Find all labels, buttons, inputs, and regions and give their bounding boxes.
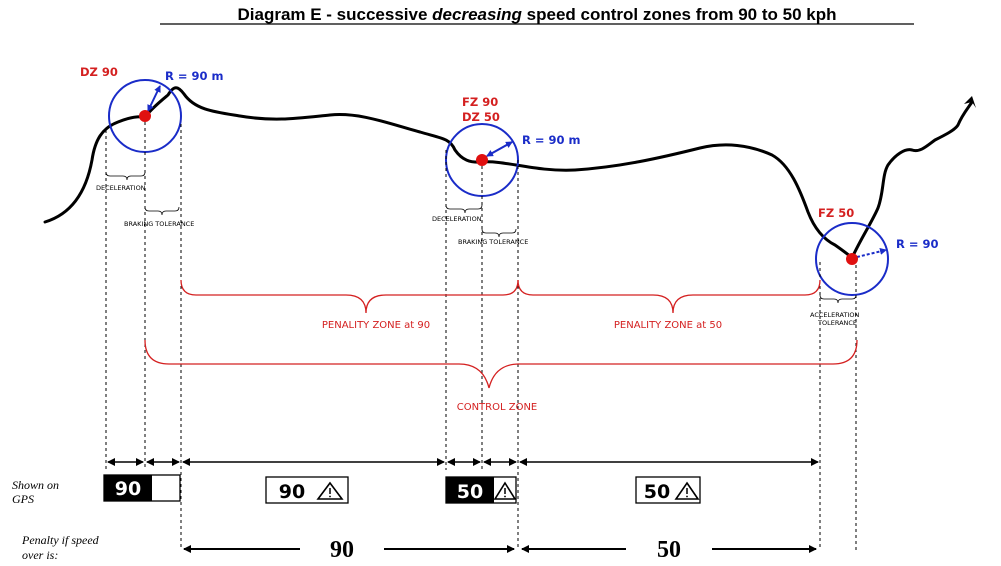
penalty-value-90: 90	[330, 537, 354, 563]
deceleration-label-1: DECELERATION	[96, 184, 146, 192]
gps-sign-50-warning: 50	[635, 476, 701, 504]
fz90-dz50-point	[476, 154, 488, 166]
braking-tolerance-label-1: BRAKING TOLERANCE	[124, 220, 194, 228]
radius-label-2: R = 90 m	[522, 133, 581, 147]
braking-tolerance-label-2: BRAKING TOLERANCE	[458, 238, 528, 246]
penalty-label-line2: over is:	[22, 548, 58, 562]
dz50-label: DZ 50	[462, 110, 500, 124]
radius-arrow-2	[486, 141, 513, 157]
radius-label-1: R = 90 m	[165, 69, 224, 83]
gps-sign-4-value: 50	[644, 481, 670, 503]
gps-sign-90-active: 90	[103, 474, 181, 502]
penalty-label-line1: Penalty if speed	[21, 533, 100, 547]
diagram-title: Diagram E - successive decreasing speed …	[237, 5, 836, 24]
reference-lines	[105, 122, 857, 550]
acceleration-tolerance-label-line1: ACCELERATION	[810, 311, 859, 319]
control-zone-label: CONTROL ZONE	[457, 402, 538, 413]
radius-arrow-1	[147, 85, 161, 112]
gps-label-line2: GPS	[12, 492, 34, 506]
gps-sign-2-value: 90	[279, 481, 305, 503]
gps-sign-3-value: 50	[457, 481, 483, 503]
road-end-arrow	[964, 96, 976, 108]
gps-sign-90-warning: 90	[265, 476, 349, 504]
small-braces	[105, 171, 857, 304]
dz90-label: DZ 90	[80, 65, 118, 79]
radius-arrow-3	[856, 248, 887, 258]
radius-label-3: R = 90	[896, 237, 939, 251]
zone-braces	[144, 279, 858, 389]
fz50-point	[846, 253, 858, 265]
gps-sign-1-value: 90	[115, 478, 141, 500]
road-line	[43, 86, 974, 260]
penalty-value-50: 50	[657, 537, 681, 563]
deceleration-label-2: DECELERATION	[432, 215, 482, 223]
penalty-zone-90-label: PENALITY ZONE at 90	[322, 320, 430, 331]
fz50-label: FZ 50	[818, 206, 854, 220]
gps-label-line1: Shown on	[12, 478, 59, 492]
dz90-point	[139, 110, 151, 122]
fz90-label: FZ 90	[462, 95, 498, 109]
gps-sign-50-active: 50	[445, 476, 517, 504]
penalty-zone-50-label: PENALITY ZONE at 50	[614, 320, 722, 331]
acceleration-tolerance-label-line2: TOLERANCE	[817, 319, 857, 327]
fz50-radius-circle	[815, 222, 889, 296]
